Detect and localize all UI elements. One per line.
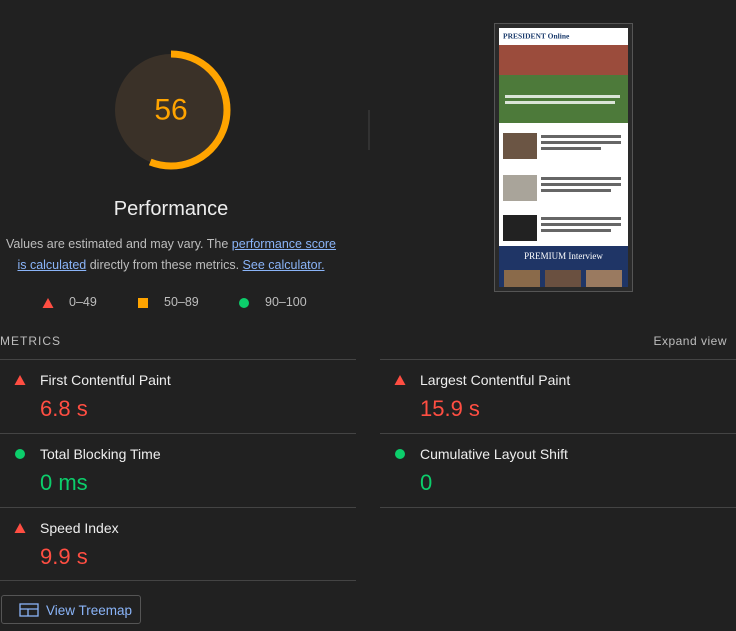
icon-pass xyxy=(239,298,249,308)
link[interactable]: performance score is calculated xyxy=(17,237,337,272)
gauge-arc xyxy=(111,50,231,170)
description: Values are estimated and may vary. The p… xyxy=(0,234,342,276)
metric-label: Speed Index xyxy=(40,520,119,536)
metric-label: Total Blocking Time xyxy=(40,446,161,462)
brand: PRESIDENT Online xyxy=(503,32,570,41)
metric-value: 15.9 s xyxy=(420,396,480,421)
row-rule xyxy=(380,507,736,508)
icon-fail xyxy=(42,298,54,308)
metric-value: 0 xyxy=(420,470,433,495)
metric-label: Largest Contentful Paint xyxy=(420,372,571,388)
metric-label: Cumulative Layout Shift xyxy=(420,446,568,462)
icon-pass xyxy=(395,449,405,459)
legend-label: 50–89 xyxy=(164,295,199,309)
icon-pass xyxy=(15,449,25,459)
gauge-label: Performance xyxy=(113,198,229,220)
row-rule xyxy=(0,433,356,434)
row-rule xyxy=(380,359,736,360)
icon-fail xyxy=(14,375,26,385)
legend-icons xyxy=(42,298,249,308)
gauge-base xyxy=(115,54,227,166)
row-rule xyxy=(0,359,356,360)
treemap-button[interactable]: View Treemap xyxy=(1,595,141,624)
metric-icons xyxy=(14,375,406,533)
score: 56 xyxy=(154,94,187,127)
icon-average xyxy=(138,298,148,308)
legend-label: 90–100 xyxy=(265,295,307,309)
button-label: View Treemap xyxy=(46,603,133,618)
metric-value: 6.8 s xyxy=(40,396,88,421)
metric-label: First Contentful Paint xyxy=(40,372,171,388)
legend-label: 0–49 xyxy=(69,295,97,309)
metric-value: 9.9 s xyxy=(40,544,88,569)
row-rule xyxy=(0,507,356,508)
treemap-icon xyxy=(19,603,39,617)
icon-fail xyxy=(394,375,406,385)
banner: PREMIUM Interview xyxy=(524,251,603,261)
text: Values are estimated and may vary. The xyxy=(5,237,232,251)
text: directly from these metrics. xyxy=(86,258,243,272)
link[interactable]: See calculator. xyxy=(242,258,325,272)
metrics-title: METRICS xyxy=(0,334,61,348)
row-rule xyxy=(380,433,736,434)
row-rule xyxy=(0,580,356,581)
expand-toggle[interactable]: Expand view xyxy=(653,334,727,348)
thumbnail: PRESIDENT Online PREMIUM Interview xyxy=(494,23,633,292)
icon-fail xyxy=(14,523,26,533)
metric-value: 0 ms xyxy=(40,470,88,495)
